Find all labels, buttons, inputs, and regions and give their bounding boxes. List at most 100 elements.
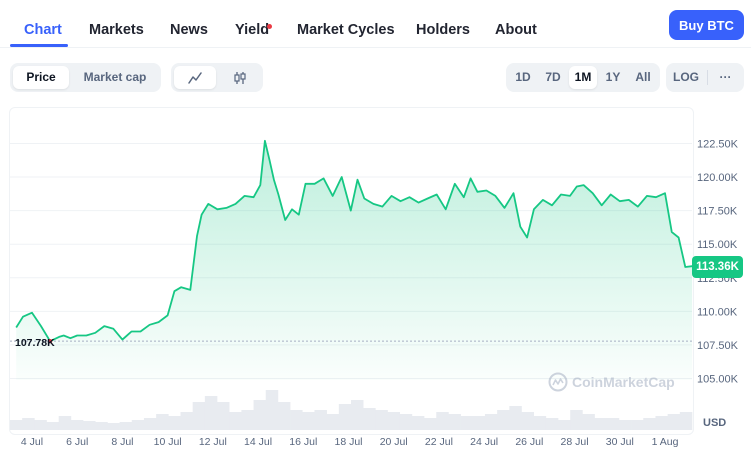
volume-bar — [436, 412, 449, 430]
scale-toolbar: LOG ··· — [666, 63, 744, 92]
toolbar-divider — [707, 70, 708, 85]
tab-about[interactable]: About — [495, 22, 537, 38]
volume-bar — [302, 412, 315, 430]
volume-bar — [217, 402, 230, 430]
volume-bar — [338, 404, 352, 430]
x-tick-label: 26 Jul — [515, 436, 543, 448]
volume-bar — [472, 416, 486, 430]
y-tick-label: 117.50K — [697, 206, 738, 218]
x-tick-label: 20 Jul — [380, 436, 408, 448]
volume-bar — [326, 414, 340, 430]
market-cap-toggle[interactable]: Market cap — [83, 70, 147, 84]
volume-bar — [655, 416, 668, 430]
volume-axis-label: USD — [703, 417, 726, 429]
candlestick-icon — [233, 72, 246, 84]
tab-market-cycles[interactable]: Market Cycles — [297, 22, 395, 38]
y-tick-label: 105.00K — [697, 374, 739, 386]
active-tab-indicator — [10, 44, 68, 47]
volume-bar — [22, 418, 35, 430]
metric-toggle: Price Market cap — [10, 63, 161, 92]
volume-bar — [399, 414, 413, 430]
x-tick-label: 16 Jul — [289, 436, 317, 448]
volume-bar — [192, 402, 206, 430]
tab-news[interactable]: News — [170, 22, 208, 38]
tab-chart[interactable]: Chart — [24, 22, 62, 38]
range-all[interactable]: All — [635, 70, 651, 84]
low-price-marker — [47, 338, 53, 344]
volume-bar — [83, 421, 96, 430]
volume-bar — [570, 410, 583, 430]
x-tick-label: 24 Jul — [470, 436, 498, 448]
x-tick-label: 28 Jul — [561, 436, 589, 448]
volume-bar — [582, 414, 595, 430]
x-tick-label: 12 Jul — [199, 436, 227, 448]
watermark-text: CoinMarketCap — [572, 374, 675, 390]
top-nav: Chart Markets News Yield Market Cycles H… — [0, 0, 751, 48]
y-tick-label: 110.00K — [697, 306, 738, 318]
volume-bar — [204, 396, 218, 430]
volume-bar — [533, 416, 547, 430]
volume-bar — [351, 400, 364, 430]
range-7d[interactable]: 7D — [545, 70, 561, 84]
volume-bar — [107, 423, 120, 430]
yield-notification-dot — [267, 24, 272, 29]
x-tick-label: 4 Jul — [21, 436, 43, 448]
volume-bar — [180, 412, 193, 430]
low-price-label: 107.78K — [15, 337, 55, 349]
volume-bar — [95, 422, 108, 430]
price-toggle[interactable]: Price — [13, 66, 69, 89]
volume-bar — [667, 414, 681, 430]
volume-bar — [679, 412, 693, 430]
volume-bar — [631, 420, 644, 430]
coinmarketcap-watermark: CoinMarketCap — [548, 372, 675, 392]
range-1d[interactable]: 1D — [515, 70, 531, 84]
volume-bar — [277, 402, 291, 430]
volume-bar — [558, 420, 571, 430]
volume-bar — [46, 422, 60, 430]
range-1m[interactable]: 1M — [569, 66, 597, 89]
log-scale-button[interactable]: LOG — [673, 70, 699, 84]
volume-bar — [460, 416, 474, 430]
volume-bar — [168, 416, 181, 430]
candlestick-button[interactable] — [219, 66, 260, 89]
volume-bar — [448, 414, 461, 430]
volume-bar — [545, 418, 559, 430]
volume-bar — [131, 420, 145, 430]
volume-bar — [424, 418, 437, 430]
more-options-button[interactable]: ··· — [719, 70, 732, 84]
tab-markets[interactable]: Markets — [89, 22, 144, 38]
price-area-fill — [16, 140, 693, 380]
tab-holders[interactable]: Holders — [416, 22, 470, 38]
volume-bar — [643, 418, 656, 430]
x-tick-label: 22 Jul — [425, 436, 453, 448]
volume-bar — [265, 390, 279, 430]
volume-bar — [484, 414, 498, 430]
volume-bar — [229, 412, 242, 430]
range-1y[interactable]: 1Y — [605, 70, 621, 84]
volume-bar — [411, 416, 425, 430]
x-tick-label: 6 Jul — [66, 436, 88, 448]
line-chart-button[interactable] — [174, 66, 216, 89]
volume-bar — [290, 410, 303, 430]
buy-btc-button[interactable]: Buy BTC — [669, 10, 744, 40]
volume-bar — [143, 418, 157, 430]
price-line — [15, 139, 693, 343]
volume-bar — [34, 420, 47, 430]
line-chart-icon — [188, 72, 202, 84]
volume-bar — [594, 418, 608, 430]
x-tick-label: 14 Jul — [244, 436, 272, 448]
y-tick-label: 107.50K — [697, 340, 739, 352]
tab-yield[interactable]: Yield — [235, 22, 270, 38]
y-tick-label: 120.00K — [697, 172, 739, 184]
volume-bar — [58, 416, 72, 430]
chart-style-toggle — [171, 63, 263, 92]
volume-bar — [119, 422, 133, 430]
nav-divider — [0, 47, 751, 48]
volume-bar — [253, 400, 267, 430]
volume-bar — [314, 410, 327, 430]
volume-bar — [509, 406, 522, 430]
range-selector: 1D 7D 1M 1Y All — [506, 63, 660, 92]
volume-bar — [375, 410, 388, 430]
x-tick-label: 1 Aug — [652, 436, 679, 448]
